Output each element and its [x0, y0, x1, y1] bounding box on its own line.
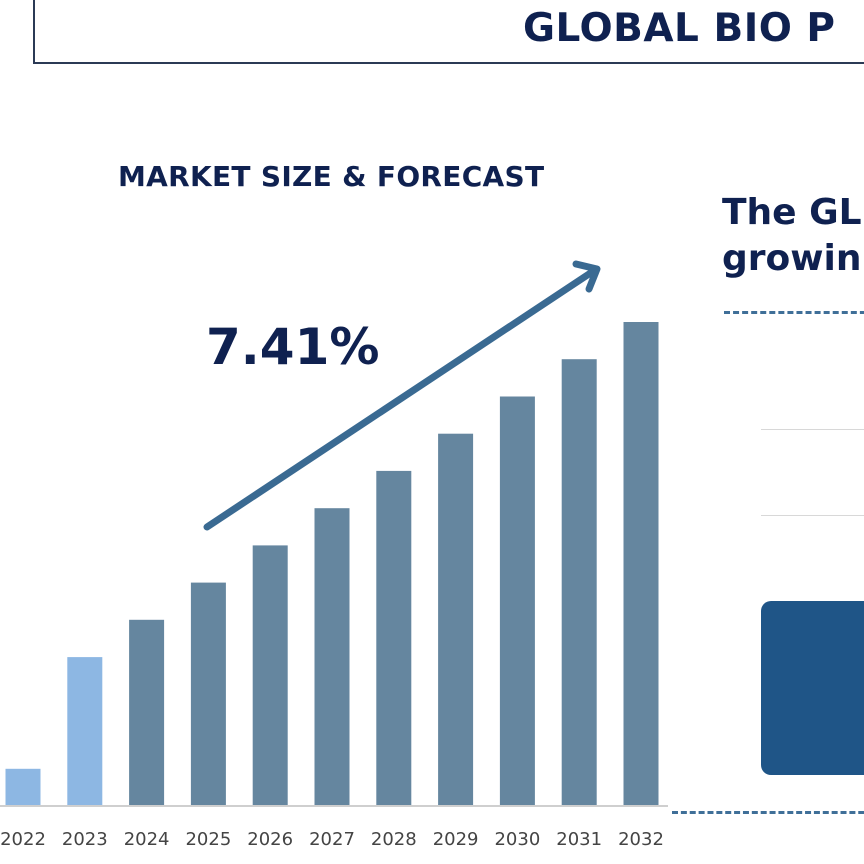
bar-2026 — [252, 545, 288, 806]
bar-2022 — [5, 768, 41, 806]
bar-2023 — [67, 657, 103, 806]
x-tick-label: 2025 — [185, 829, 231, 850]
side-panel-heading: The GL growin — [722, 190, 864, 282]
side-grid-line — [761, 429, 864, 430]
x-tick-label: 2031 — [556, 829, 602, 850]
trend-arrow — [203, 260, 601, 531]
bar-2028 — [376, 470, 412, 806]
side-heading-line-2: growin — [722, 238, 862, 279]
x-tick-label: 2030 — [494, 829, 540, 850]
side-panel-box — [761, 601, 864, 775]
x-tick-label: 2027 — [309, 829, 355, 850]
title-banner: GLOBAL BIO P — [33, 0, 864, 64]
trend-arrow-shaft — [203, 268, 596, 531]
x-tick-label: 2023 — [62, 829, 108, 850]
page-title: GLOBAL BIO P — [523, 6, 836, 51]
side-grid-line — [761, 515, 864, 516]
bar-2030 — [499, 396, 535, 806]
cagr-label: 7.41% — [206, 318, 380, 376]
x-tick-label: 2024 — [124, 829, 170, 850]
bar-2025 — [190, 582, 226, 806]
x-tick-label: 2026 — [247, 829, 293, 850]
bar-2024 — [129, 619, 165, 806]
side-heading-line-1: The GL — [722, 192, 862, 233]
bar-2031 — [561, 359, 597, 806]
x-tick-labels: 2022 2023 2024 2025 2026 2027 2028 2029 2030 2031… — [0, 829, 664, 850]
bar-2029 — [438, 433, 474, 806]
x-tick-label: 2032 — [618, 829, 664, 850]
x-tick-label: 2029 — [433, 829, 479, 850]
dashed-divider-top — [724, 311, 864, 314]
trend-arrow-head — [572, 260, 601, 293]
dashed-divider-bottom — [672, 811, 864, 814]
x-tick-label: 2022 — [0, 829, 46, 850]
bar-2032 — [623, 322, 659, 806]
bar-group — [5, 322, 659, 806]
bar-2027 — [314, 508, 350, 806]
x-tick-label: 2028 — [371, 829, 417, 850]
chart-title: MARKET SIZE & FORECAST — [118, 160, 545, 193]
